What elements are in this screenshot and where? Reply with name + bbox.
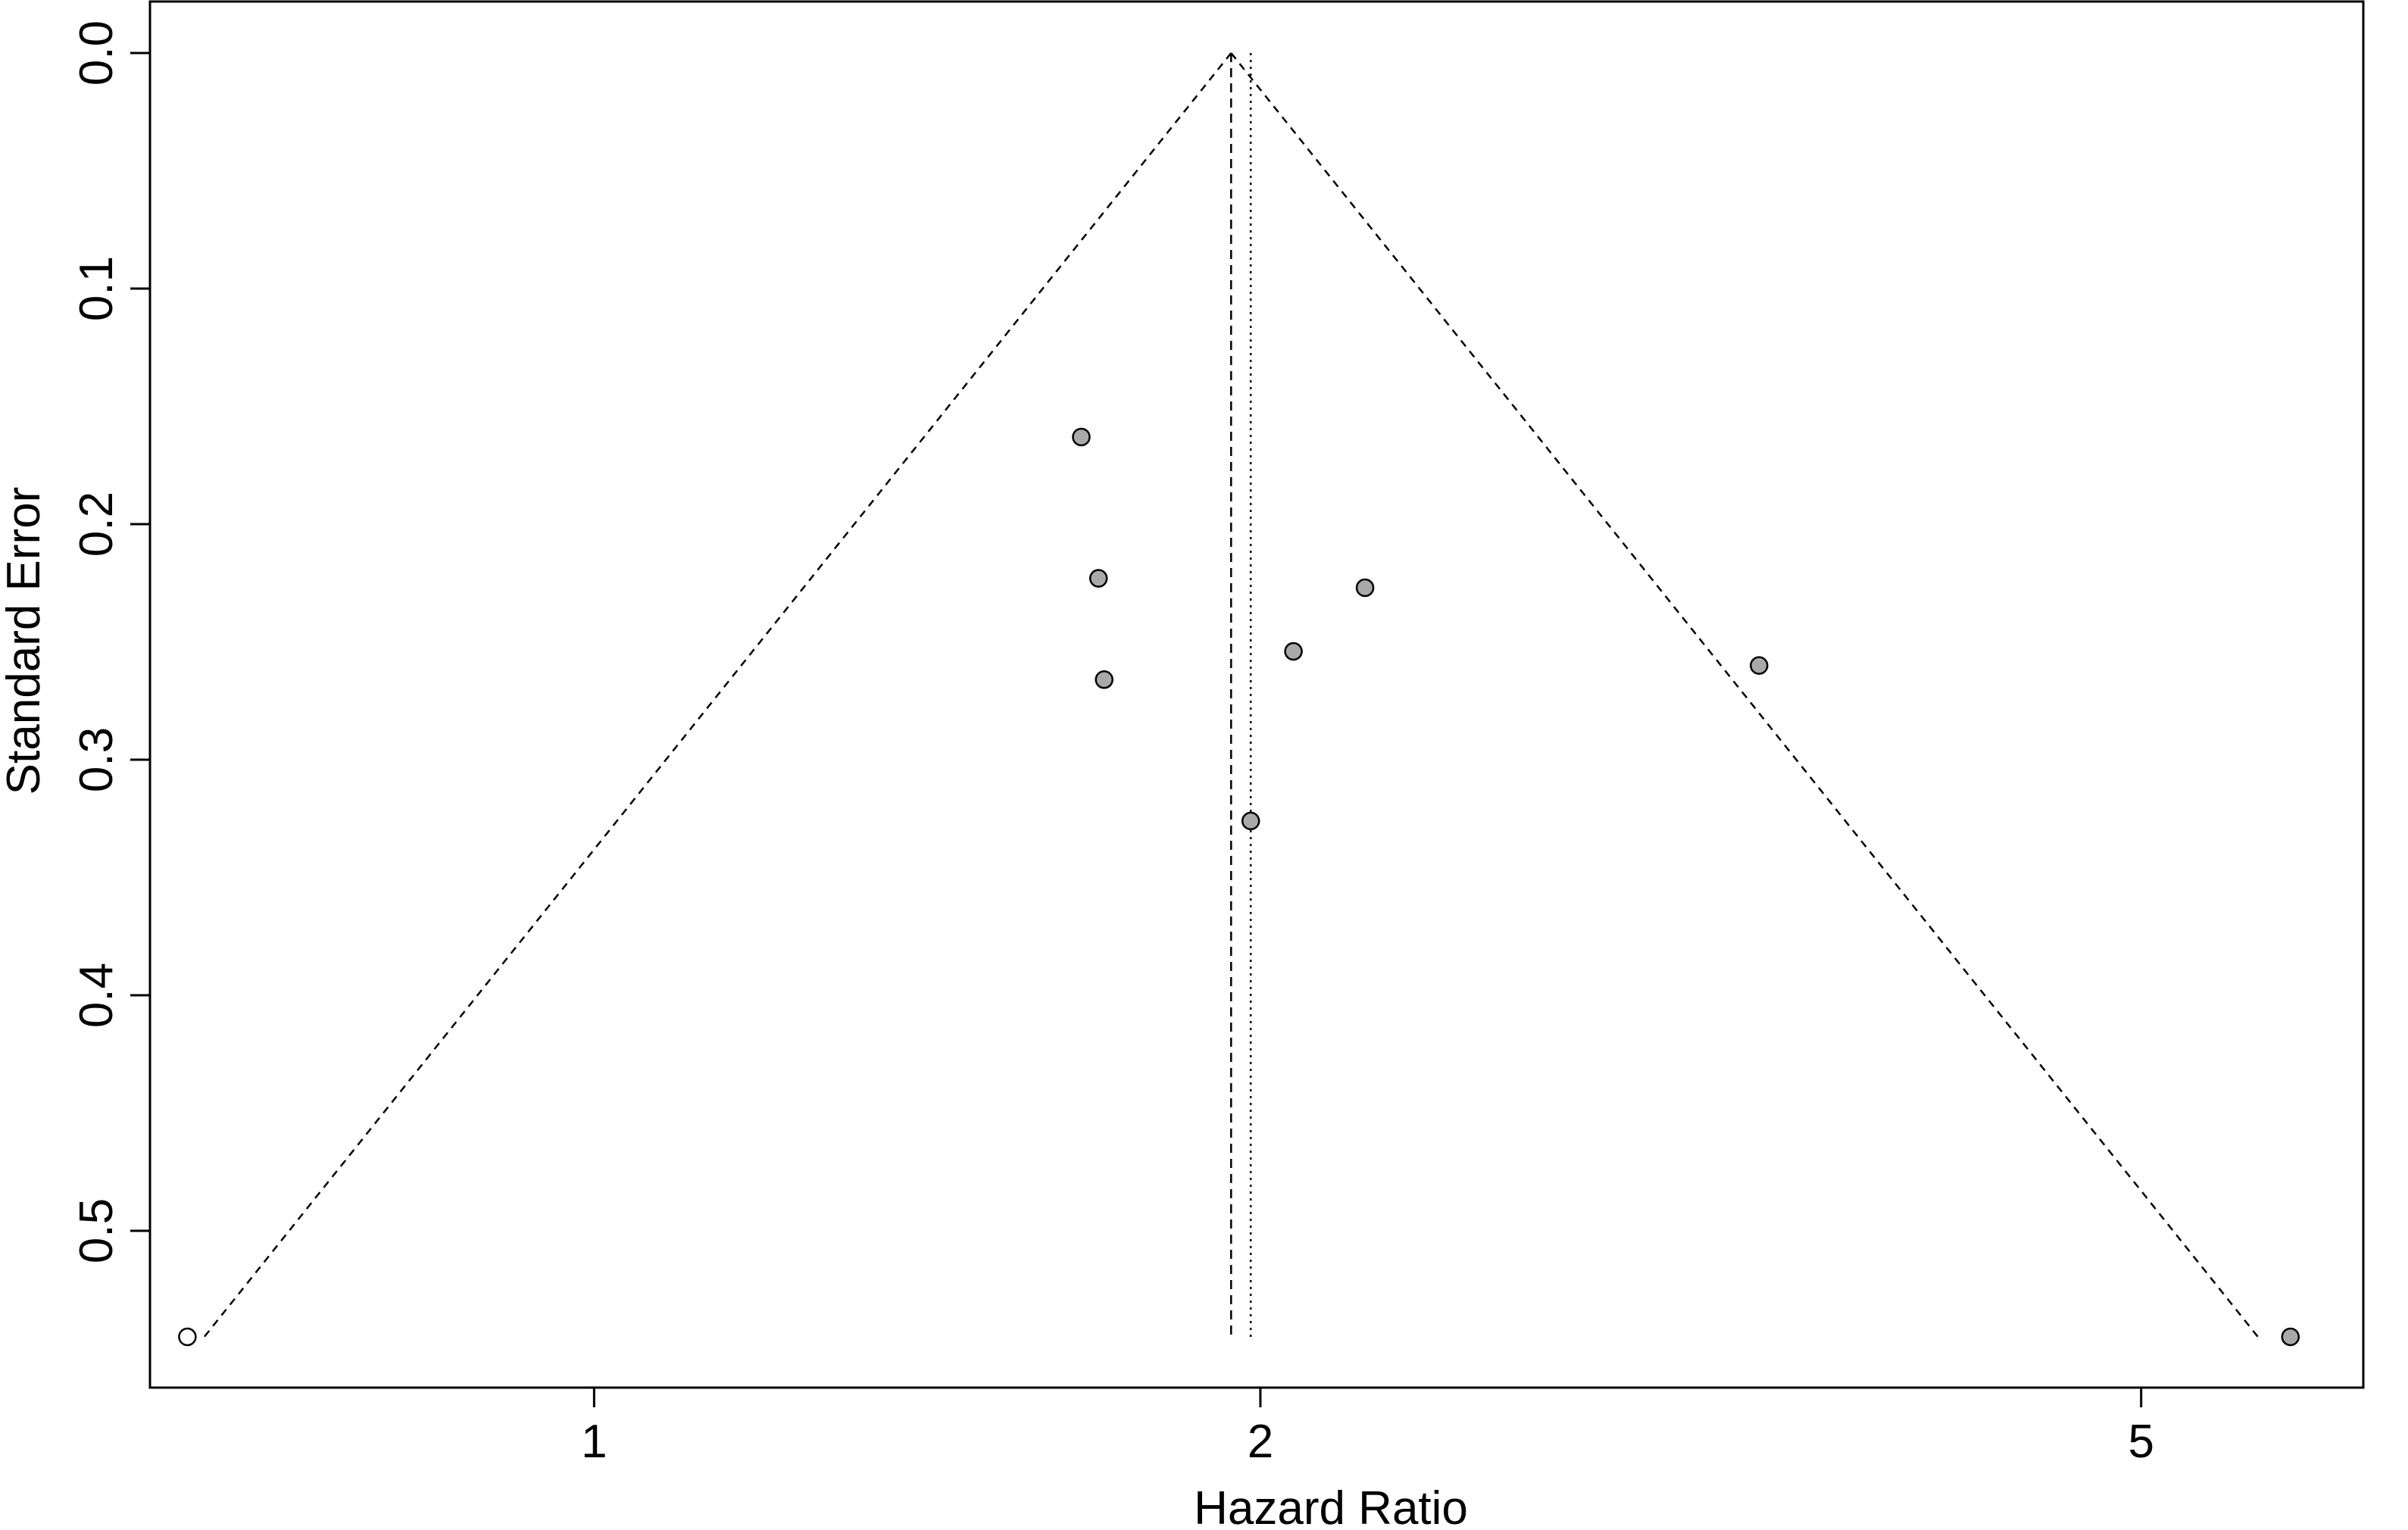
data-point [1750, 656, 1769, 675]
x-tick-label: 2 [1248, 1416, 1273, 1468]
data-point [1095, 670, 1113, 689]
funnel-right-line [1230, 52, 2259, 1338]
y-tick-label: 0.5 [70, 1198, 123, 1263]
y-axis-label: Standard Error [0, 487, 50, 795]
x-axis-label: Hazard Ratio [1194, 1482, 1468, 1530]
y-tick-label: 0.2 [70, 492, 123, 557]
funnel-left-line [203, 52, 1232, 1338]
data-point [1284, 642, 1303, 661]
data-point [2281, 1327, 2300, 1347]
data-point [1241, 811, 1260, 831]
data-point [1355, 578, 1375, 598]
data-point [1088, 569, 1108, 588]
data-point [1072, 427, 1091, 447]
y-tick-label: 0.0 [70, 20, 123, 86]
x-tick-label: 5 [2128, 1416, 2153, 1468]
data-point [178, 1327, 197, 1347]
y-tick-label: 0.3 [70, 727, 123, 792]
plot-frame [148, 0, 2365, 1389]
y-tick-label: 0.4 [70, 963, 123, 1028]
x-tick-label: 1 [581, 1416, 607, 1468]
y-tick-label: 0.1 [70, 256, 123, 321]
